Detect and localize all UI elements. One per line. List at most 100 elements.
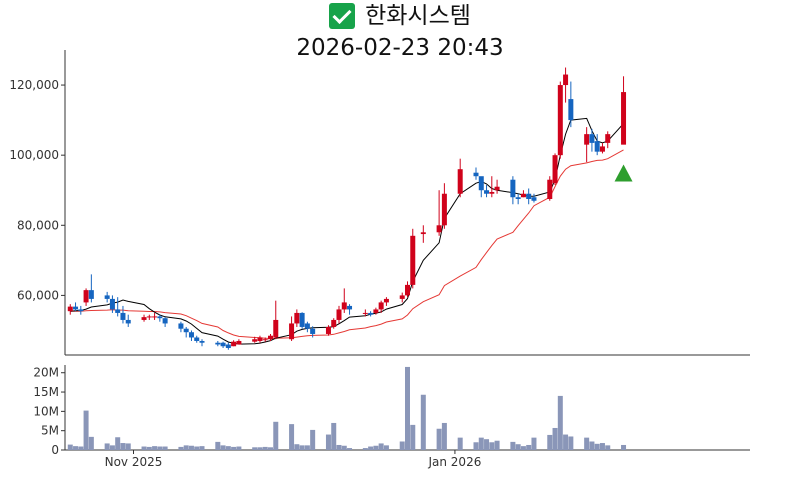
candle-body (88, 290, 94, 299)
candle-body (473, 172, 479, 177)
candle-body (141, 317, 147, 320)
candlestick (115, 297, 121, 317)
volume-bar (88, 436, 94, 450)
price-plot-area (67, 67, 633, 350)
candle-body (405, 284, 410, 296)
volume-bar (547, 434, 553, 450)
candle-body (273, 319, 279, 338)
candlestick (220, 341, 226, 348)
volume-bar (262, 446, 268, 450)
candlestick (621, 76, 627, 145)
volume-bar (478, 437, 484, 450)
candle-body (526, 193, 532, 199)
candlestick (231, 340, 237, 347)
candlestick (336, 305, 342, 324)
candle-body (225, 344, 231, 348)
volume-bar (299, 445, 305, 450)
candle-body (325, 326, 331, 334)
candlestick (162, 317, 168, 327)
buy-signal-marker (614, 164, 633, 182)
candlestick (141, 314, 147, 322)
volume-bar (341, 445, 347, 450)
candlestick (125, 314, 131, 327)
candlestick (262, 337, 268, 342)
candle-body (299, 312, 305, 327)
candle-body (199, 340, 205, 343)
volume-bar (310, 429, 316, 450)
candlestick (373, 307, 379, 315)
candle-body (531, 197, 537, 201)
candlestick (194, 335, 200, 343)
volume-tick-label: 10M (33, 404, 59, 418)
candlestick (441, 183, 447, 229)
candlestick (215, 340, 221, 347)
candlestick (146, 314, 152, 320)
candlestick (436, 190, 442, 236)
volume-bar (157, 446, 163, 450)
volume-bar (194, 446, 200, 450)
candlestick (120, 305, 126, 324)
volume-bar (294, 444, 300, 450)
volume-bar (109, 445, 115, 450)
candle-body (125, 319, 131, 324)
volume-bar (188, 445, 194, 450)
candlestick (362, 309, 368, 317)
candle-body (294, 312, 300, 324)
candle-body (457, 169, 463, 194)
volume-bar (325, 434, 331, 450)
volume-bar (510, 441, 516, 450)
volume-bar (436, 428, 442, 450)
candle-body (489, 191, 495, 194)
candlestick (410, 228, 416, 289)
volume-bar (67, 444, 73, 450)
date-tick-label: Jan 2026 (427, 455, 481, 469)
candlestick (589, 128, 595, 152)
candlestick (199, 339, 205, 347)
candle-body (78, 309, 84, 312)
candlestick (552, 153, 558, 185)
candlestick (563, 67, 569, 103)
volume-bar (231, 446, 237, 450)
candle-body (557, 85, 563, 156)
volume-bar (599, 443, 605, 450)
candle-body (341, 302, 347, 310)
candle-body (420, 232, 426, 235)
candlestick (78, 305, 84, 315)
price-tick-label: 60,000 (17, 288, 59, 302)
candlestick (88, 274, 94, 303)
candle-body (605, 134, 611, 143)
volume-bar (304, 445, 310, 450)
volume-bar (373, 445, 379, 450)
candle-body (336, 309, 342, 320)
candle-body (410, 235, 416, 285)
volume-bar (268, 447, 273, 450)
volume-bar (236, 446, 242, 450)
volume-bar (520, 446, 526, 450)
candle-body (194, 337, 200, 341)
stock-name: 한화시스템 (365, 3, 471, 29)
candle-body (383, 298, 389, 303)
candle-body (599, 146, 605, 152)
candle-body (109, 298, 115, 310)
candle-body (236, 340, 242, 345)
candlestick (594, 134, 600, 156)
candlestick (73, 302, 79, 312)
candlestick (510, 176, 516, 205)
volume-bar (489, 442, 495, 450)
volume-bar (120, 443, 126, 450)
candlestick (268, 333, 273, 341)
candle-body (441, 193, 447, 226)
volume-bar (526, 444, 532, 450)
volume-bar (178, 446, 184, 450)
candlestick (104, 291, 110, 303)
volume-bar (347, 448, 353, 450)
volume-bar (289, 424, 295, 450)
candlestick (494, 179, 500, 194)
candle-body (304, 323, 310, 329)
candlestick (236, 339, 242, 345)
volume-bar (78, 446, 84, 450)
candlestick (478, 176, 484, 198)
candle-body (178, 323, 184, 329)
candle-body (83, 290, 89, 303)
candlestick (257, 335, 263, 343)
